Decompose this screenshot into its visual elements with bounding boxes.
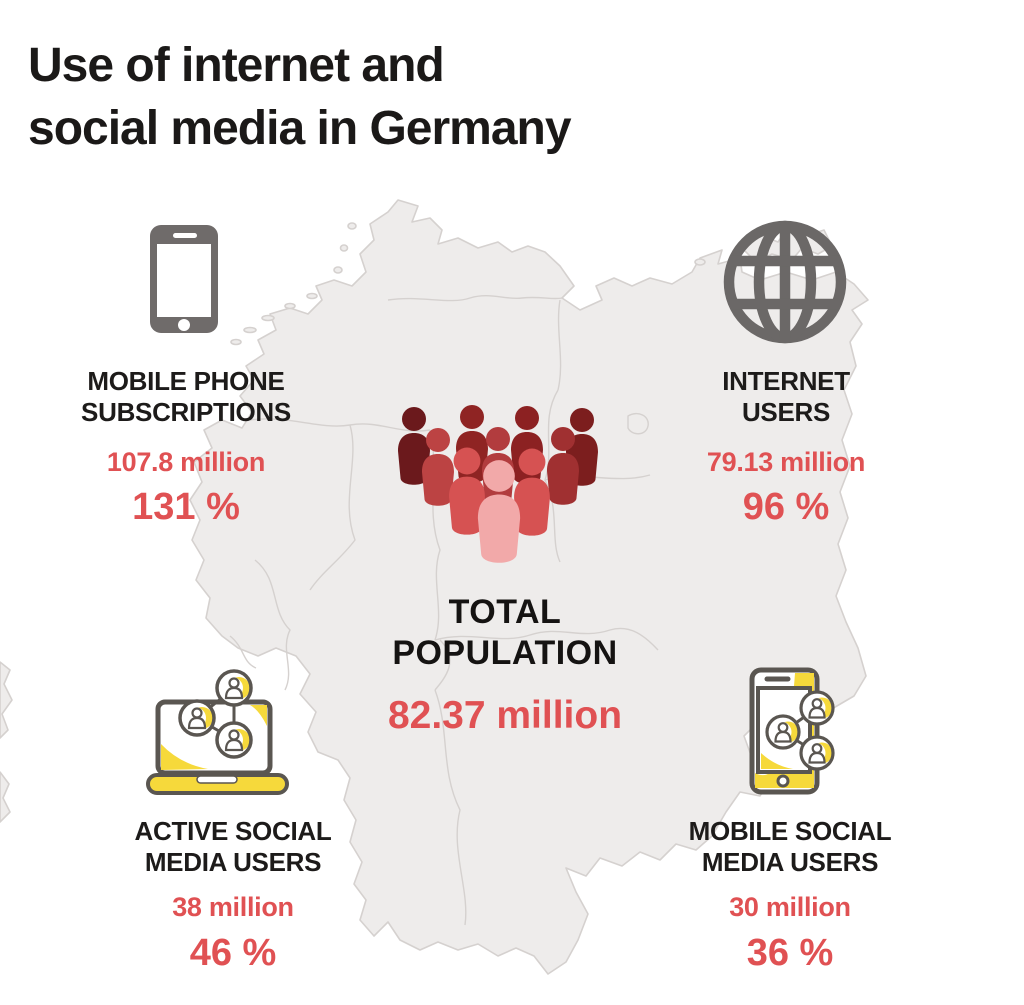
stat-active-social: ACTIVE SOCIAL MEDIA USERS — [83, 816, 383, 877]
title-line-1: Use of internet and — [28, 39, 445, 92]
total-label-line2: POPULATION — [392, 634, 618, 673]
stat-label: MOBILE PHONE SUBSCRIPTIONS — [36, 366, 336, 427]
stat-label: ACTIVE SOCIAL MEDIA USERS — [83, 816, 383, 877]
stat-label-line1: ACTIVE SOCIAL — [134, 816, 332, 846]
phone-social-network-icon — [749, 667, 835, 795]
stat-label: INTERNET USERS — [636, 366, 936, 427]
population-people-icon — [398, 405, 598, 563]
mobile-phone-icon — [150, 225, 218, 333]
island — [306, 292, 318, 300]
page-title: Use of internet and social media in Germ… — [28, 34, 788, 161]
total-label-line1: TOTAL — [448, 593, 562, 631]
stat-label-line1: MOBILE PHONE — [87, 366, 285, 396]
island — [284, 302, 296, 310]
stat-mobile-social: MOBILE SOCIAL MEDIA USERS — [640, 816, 940, 877]
stat-label-line1: MOBILE SOCIAL — [688, 816, 892, 846]
user-bubbles — [765, 690, 835, 771]
stat-label-line2: USERS — [741, 396, 831, 427]
stat-internet: INTERNET USERS — [636, 366, 936, 427]
island — [333, 266, 343, 274]
stat-mobile-social-value: 30 million — [729, 892, 851, 922]
user-bubbles — [178, 669, 253, 759]
germany-outline — [189, 199, 869, 975]
stat-mobile-phone-value: 107.8 million — [106, 447, 266, 477]
laptop-social-network-icon — [146, 669, 289, 795]
stat-active-social-percent: 46 % — [189, 932, 277, 974]
state-borders — [229, 295, 659, 926]
title-line-2: social media in Germany — [28, 102, 572, 156]
stat-internet-percent: 96 % — [742, 486, 830, 528]
stat-label: MOBILE SOCIAL MEDIA USERS — [640, 816, 940, 877]
island — [230, 338, 242, 346]
stat-label-line2: SUBSCRIPTIONS — [81, 396, 291, 427]
stat-active-social-value: 38 million — [172, 892, 294, 922]
stat-label-line2: MEDIA USERS — [144, 846, 322, 877]
total-population-value: 82.37 million — [387, 694, 623, 737]
island — [694, 258, 706, 266]
stat-mobile-phone: MOBILE PHONE SUBSCRIPTIONS — [36, 366, 336, 427]
stat-mobile-phone-percent: 131 % — [132, 486, 240, 528]
stat-label-line2: MEDIA USERS — [701, 846, 879, 877]
total-population-label: TOTAL POPULATION — [355, 592, 655, 675]
globe-icon — [723, 220, 847, 344]
neighbor-fragment — [0, 661, 13, 739]
island — [261, 314, 275, 322]
island — [347, 222, 357, 230]
stat-internet-value: 79.13 million — [706, 447, 866, 477]
neighbor-fragment — [0, 771, 11, 823]
island — [243, 326, 257, 334]
stat-mobile-social-percent: 36 % — [746, 932, 834, 974]
island — [339, 244, 349, 252]
stat-label-line1: INTERNET — [722, 366, 850, 396]
